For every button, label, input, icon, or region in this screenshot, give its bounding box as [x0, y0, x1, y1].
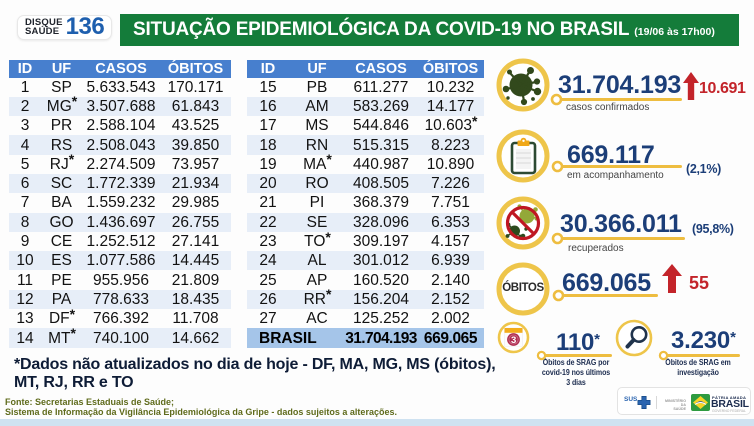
- svg-text:3: 3: [511, 335, 516, 346]
